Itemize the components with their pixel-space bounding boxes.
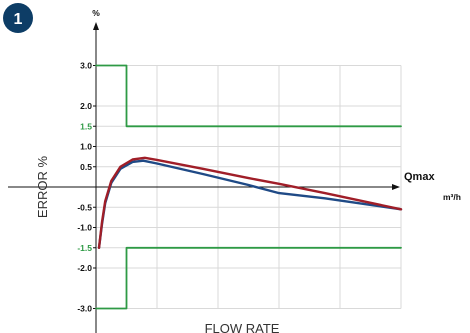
- series-line-4: [97, 156, 403, 249]
- y-tick-label: -1.0: [77, 223, 92, 233]
- y-unit-label: %: [92, 8, 100, 18]
- y-tick-labels: 3.0 2.0 1.5 1.0 0.5 -0.5 -1.0 -1.5 -2.0 -3.0: [77, 61, 96, 314]
- x-unit-label: m³/h: [443, 192, 461, 202]
- step-number: 1: [14, 11, 23, 28]
- y-tick-label: 1.5: [80, 121, 92, 131]
- y-tick-label: -3.0: [77, 304, 92, 314]
- y-axis-title: ERROR %: [35, 156, 50, 219]
- y-tick-label: 3.0: [80, 61, 92, 71]
- x-end-label: Qmax: [404, 171, 435, 183]
- step-number-badge: 1: [3, 3, 33, 33]
- y-axis-arrow: [93, 22, 99, 30]
- y-tick-label: -0.5: [77, 202, 92, 212]
- series-line-1: [95, 64, 402, 128]
- chart-axes: [8, 22, 400, 333]
- x-axis-arrow: [392, 184, 400, 190]
- y-tick-label: -2.0: [77, 263, 92, 273]
- x-axis-title: FLOW RATE: [205, 321, 280, 333]
- y-tick-label: 0.5: [80, 162, 92, 172]
- series-line-2: [95, 246, 402, 310]
- y-tick-label: 1.0: [80, 142, 92, 152]
- y-tick-label: 2.0: [80, 101, 92, 111]
- y-tick-label: -1.5: [77, 243, 92, 253]
- chart-series: [95, 64, 403, 310]
- series-line-3: [97, 159, 403, 249]
